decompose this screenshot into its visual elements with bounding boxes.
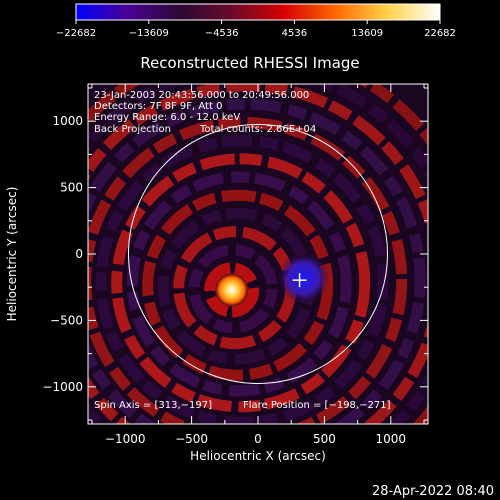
image-ring xyxy=(88,98,426,424)
negative-lobe xyxy=(277,252,330,305)
colorbar xyxy=(75,3,441,21)
colorbar-tick-label: 22682 xyxy=(424,28,456,39)
spin-axis-marker xyxy=(292,273,307,288)
y-tick-label: 1000 xyxy=(52,114,83,128)
energy-range-text: Energy Range: 6.0 - 12.0 keV xyxy=(94,112,240,123)
x-tick-label: 1000 xyxy=(376,432,407,446)
total-counts-text: Total counts: 2.66E+04 xyxy=(199,124,316,135)
image-ring xyxy=(95,135,389,424)
y-tick-label: −1000 xyxy=(42,380,83,394)
colorbar-tick-label: −22682 xyxy=(56,28,96,39)
colorbar-ticks: −22682 −13609 −4536 4536 13609 22682 xyxy=(56,20,456,39)
y-tick-label: −500 xyxy=(50,313,83,327)
y-axis: −1000 −500 0 500 1000 xyxy=(42,87,428,421)
spin-axis-text: Spin Axis = [313,−197] xyxy=(94,400,212,411)
solar-disk-outline xyxy=(128,124,388,384)
flare-source xyxy=(213,271,250,308)
y-tick-label: 0 xyxy=(75,247,83,261)
x-axis-label: Heliocentric X (arcsec) xyxy=(190,449,326,463)
x-tick-label: −500 xyxy=(175,432,208,446)
footer-timestamp: 28-Apr-2022 08:40 xyxy=(372,484,494,499)
chart-title: Reconstructed RHESSI Image xyxy=(140,54,359,72)
colorbar-tick-label: 4536 xyxy=(282,28,307,39)
flare-position-text: Flare Position = [−198,−271] xyxy=(243,400,391,411)
image-ring xyxy=(188,244,278,334)
image-ring xyxy=(88,116,408,424)
image-ring xyxy=(88,84,428,424)
method-text: Back Projection xyxy=(94,124,171,135)
x-tick-label: −1000 xyxy=(105,432,146,446)
y-axis-label: Heliocentric Y (arcsec) xyxy=(5,187,19,322)
x-tick-label: 500 xyxy=(313,432,336,446)
image-ring xyxy=(111,153,371,413)
x-tick-label: 0 xyxy=(254,432,262,446)
x-axis: −1000 −500 0 500 1000 xyxy=(91,84,425,446)
y-tick-label: 500 xyxy=(60,181,83,195)
detectors-text: Detectors: 7F 8F 9F, Att 0 xyxy=(94,101,222,112)
colorbar-tick-label: −13609 xyxy=(129,28,169,39)
colorbar-tick-label: 13609 xyxy=(351,28,383,39)
colorbar-tick-label: −4536 xyxy=(205,28,239,39)
image-ring xyxy=(204,262,260,318)
time-range-text: 23-Jan-2003 20:43:56.000 to 20:49:56.000 xyxy=(94,90,309,101)
